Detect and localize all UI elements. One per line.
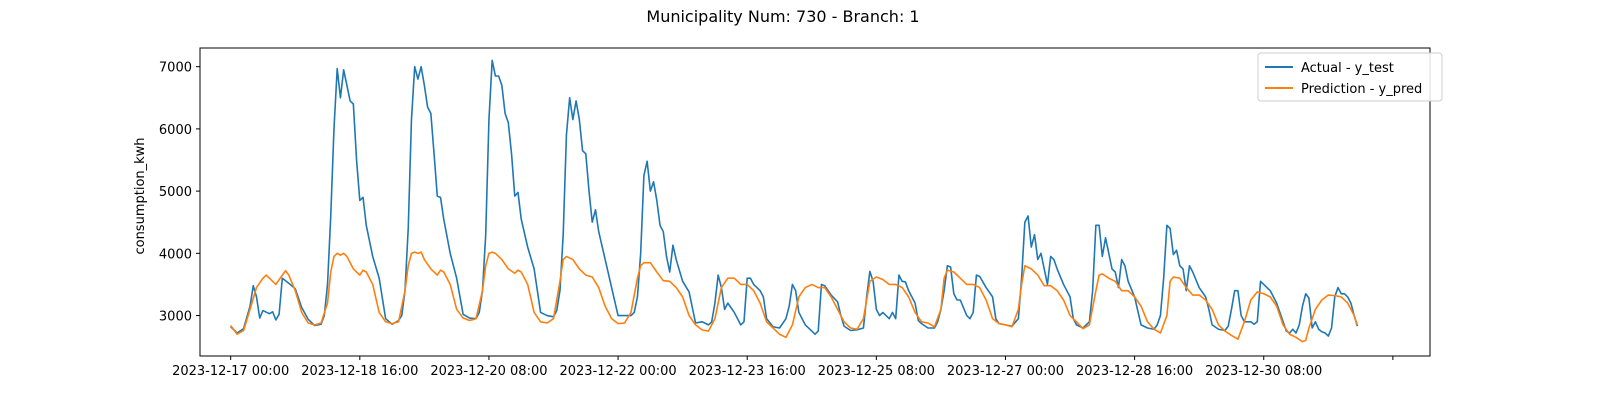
series-line-prediction [230,251,1359,343]
x-tick-label: 2023-12-25 08:00 [818,364,935,379]
y-tick-label: 7000 [159,61,192,76]
y-tick-label: 5000 [159,185,192,200]
legend-label-actual: Actual - y_test [1301,61,1394,76]
x-tick-label: 2023-12-17 00:00 [172,364,289,379]
legend-label-prediction: Prediction - y_pred [1301,82,1422,97]
x-tick-label: 2023-12-30 08:00 [1205,364,1322,379]
series-line-actual [230,59,1359,337]
x-tick-label: 2023-12-20 08:00 [430,364,547,379]
axes: 3000 4000 5000 6000 7000 2023-12-17 00:00 2023… [159,61,1394,379]
y-tick-label: 4000 [159,247,192,262]
y-tick-label: 3000 [159,310,192,325]
chart-title: Municipality Num: 730 - Branch: 1 [646,7,919,26]
legend: Actual - y_test Prediction - y_pred [1257,52,1443,102]
x-tick-label: 2023-12-23 16:00 [689,364,806,379]
x-tick-label: 2023-12-18 16:00 [301,364,418,379]
plot-frame [199,47,1431,357]
legend-box [1257,52,1443,102]
x-tick-label: 2023-12-28 16:00 [1076,364,1193,379]
x-tick-label: 2023-12-22 00:00 [559,364,676,379]
y-axis-label: consumption_kwh [133,137,148,254]
plot-area [230,59,1359,343]
x-tick-label: 2023-12-27 00:00 [947,364,1064,379]
y-tick-label: 6000 [159,123,192,138]
